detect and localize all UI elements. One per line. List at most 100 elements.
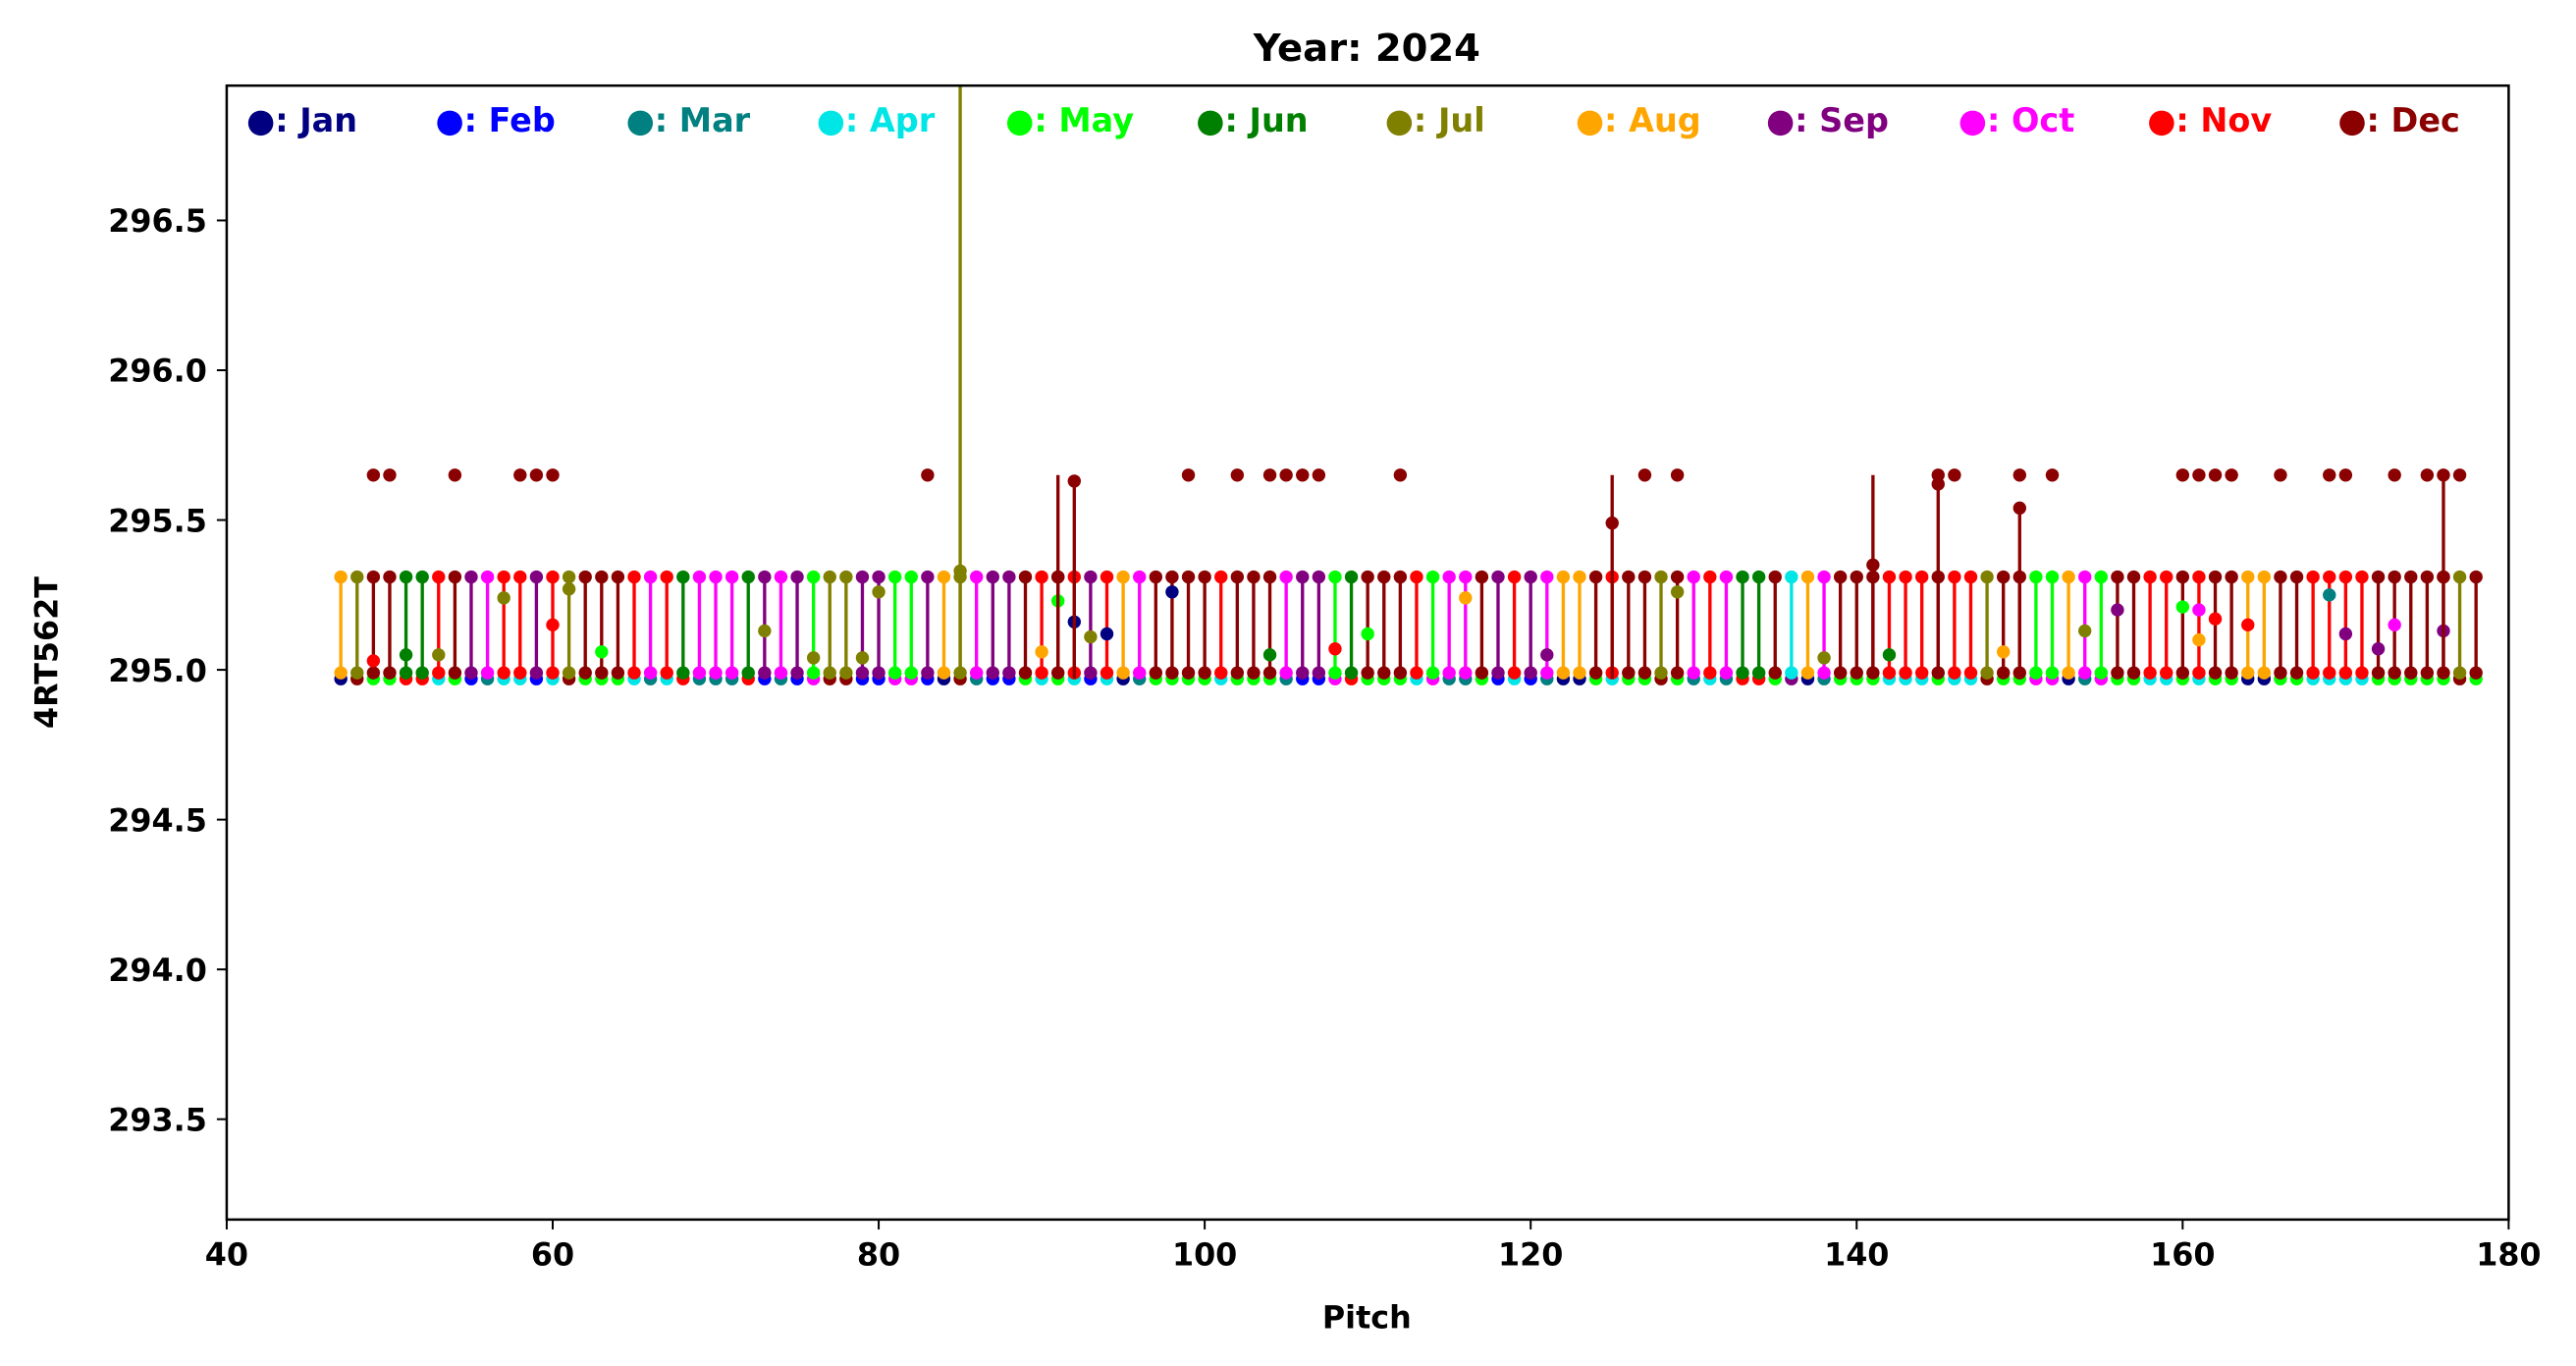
stem-top-point — [1817, 570, 1831, 584]
stem-base-point — [448, 666, 462, 680]
stem-base-point — [1687, 666, 1700, 680]
stem-top-point — [2160, 570, 2174, 584]
legend-item: ●: Nov — [2147, 101, 2272, 139]
stem-top-point — [986, 570, 999, 584]
data-point — [2338, 627, 2353, 641]
stem-top-point — [2062, 570, 2075, 584]
stem-base-point — [578, 666, 592, 680]
stem-base-point — [1817, 666, 1831, 680]
stem-top-point — [660, 570, 673, 584]
data-point — [2323, 588, 2336, 602]
stem-top-point — [627, 570, 641, 584]
y-tick-label: 294.0 — [108, 953, 207, 989]
data-point — [2388, 618, 2401, 632]
stem-top-point — [2404, 570, 2418, 584]
data-point — [2192, 632, 2206, 647]
y-tick-label: 295.0 — [108, 653, 207, 689]
stem-base-point — [1524, 666, 1537, 680]
y-tick-label: 295.5 — [108, 503, 207, 539]
stem-top-point — [1637, 570, 1652, 584]
stem-top-point — [1670, 570, 1685, 584]
stem-top-point — [2289, 570, 2304, 584]
stem-base-point — [2469, 666, 2483, 680]
stem-top-point — [709, 570, 723, 584]
stem-top-point — [1296, 570, 1310, 584]
spike-point — [2012, 501, 2026, 516]
stem-base-point — [1181, 666, 1196, 680]
stem-top-point — [513, 570, 527, 584]
stem-top-point — [1703, 570, 1717, 584]
stem-top-point — [1833, 570, 1848, 584]
stem-top-point — [2094, 570, 2109, 584]
stem-base-point — [1785, 666, 1798, 680]
stem-base-point — [2388, 666, 2401, 680]
legend-item: ●: Sep — [1766, 101, 1889, 139]
stem-top-point — [1736, 570, 1749, 584]
stem-base-point — [2257, 666, 2272, 680]
data-point — [1540, 648, 1554, 662]
data-point — [1084, 629, 1098, 644]
stem-base-point — [1751, 666, 1766, 680]
stem-top-point — [1507, 570, 1522, 584]
stem-top-point — [1654, 570, 1668, 584]
stem-base-point — [790, 666, 804, 680]
legend-item: ●: Jul — [1385, 101, 1485, 139]
stem-base-point — [1899, 666, 1912, 680]
stem-top-point — [1556, 570, 1571, 584]
x-tick-label: 40 — [205, 1237, 248, 1274]
stem-base-point — [2404, 666, 2418, 680]
stem-top-point — [1328, 570, 1342, 584]
stem-base-point — [366, 666, 381, 680]
legend-item: ●: Dec — [2337, 101, 2460, 139]
stem-base-point — [1800, 666, 1815, 680]
stem-base-point — [2371, 666, 2386, 680]
stem-top-point — [1980, 570, 1994, 584]
data-point — [432, 648, 446, 662]
stem-top-point — [611, 570, 625, 584]
stem-top-point — [1899, 570, 1912, 584]
data-point — [806, 651, 821, 665]
spike-point — [1931, 477, 1945, 491]
stem-top-point — [1181, 570, 1196, 584]
stem-base-point — [2289, 666, 2304, 680]
stem-base-point — [904, 666, 918, 680]
stem-base-point — [823, 666, 836, 680]
stem-base-point — [1588, 666, 1603, 680]
spike-point — [1067, 474, 1081, 488]
stem-base-point — [529, 666, 544, 680]
stem-top-point — [904, 570, 918, 584]
stem-top-point — [1882, 570, 1897, 584]
stem-base-point — [2225, 666, 2238, 680]
stem-base-point — [2208, 666, 2223, 680]
stem-base-point — [497, 666, 510, 680]
stem-base-point — [1214, 666, 1228, 680]
stem-base-point — [1914, 666, 1929, 680]
stem-base-point — [2420, 666, 2435, 680]
stem-base-point — [383, 666, 397, 680]
x-tick-label: 80 — [857, 1237, 900, 1274]
stem-base-point — [1948, 666, 1961, 680]
stem-top-point — [2452, 570, 2467, 584]
stem-top-point — [676, 570, 690, 584]
legend-item: ●: May — [1005, 101, 1134, 139]
stem-top-point — [1491, 570, 1505, 584]
dec-outlier-point — [513, 468, 527, 482]
stem-top-point — [1018, 570, 1033, 584]
stem-top-point — [1800, 570, 1815, 584]
stem-base-point — [2274, 666, 2287, 680]
stem-top-point — [2241, 570, 2255, 584]
stem-top-point — [1035, 570, 1048, 584]
stem-top-point — [2126, 570, 2141, 584]
y-axis-label: 4RT562T — [29, 576, 66, 729]
stem-top-point — [1377, 570, 1391, 584]
data-point — [595, 645, 609, 659]
stem-base-point — [2094, 666, 2109, 680]
dec-outlier-point — [1279, 468, 1293, 482]
stem-base-point — [2452, 666, 2467, 680]
stem-base-point — [1149, 666, 1163, 680]
stem-base-point — [1035, 666, 1048, 680]
stem-top-point — [2306, 570, 2320, 584]
dec-outlier-point — [529, 468, 544, 482]
stem-base-point — [2338, 666, 2353, 680]
stem-top-point — [790, 570, 804, 584]
